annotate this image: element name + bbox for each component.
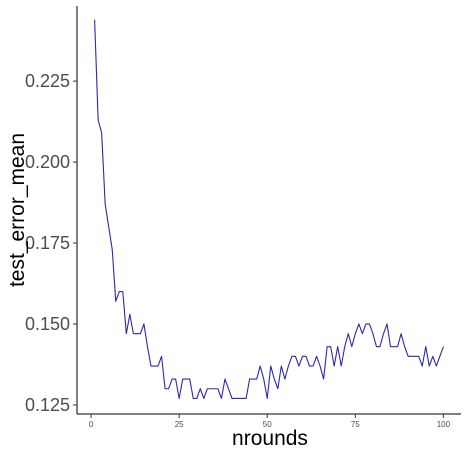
- x-tick-label: 100: [437, 420, 451, 429]
- y-tick-label: 0.125: [25, 395, 70, 415]
- x-tick-label: 50: [263, 420, 272, 429]
- y-axis-title: test_error_mean: [6, 133, 29, 287]
- series-line: [94, 19, 444, 400]
- x-tick-label: 25: [175, 420, 184, 429]
- x-axis-title: nrounds: [232, 427, 308, 450]
- data-layer: [94, 19, 444, 400]
- y-tick-label: 0.175: [25, 233, 70, 253]
- x-tick-label: 75: [351, 420, 360, 429]
- y-tick-label: 0.200: [25, 152, 70, 172]
- y-tick-label: 0.225: [25, 71, 70, 91]
- x-axis-ticks: 0 25 50 75 100: [89, 414, 451, 429]
- y-tick-label: 0.150: [25, 314, 70, 334]
- y-axis-ticks: 0.125 0.150 0.175 0.200 0.225: [25, 71, 77, 415]
- x-tick-label: 0: [89, 420, 94, 429]
